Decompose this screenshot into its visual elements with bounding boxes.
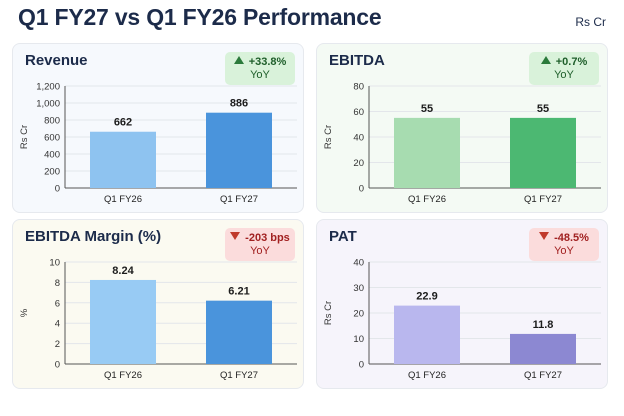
panel-title: Revenue [25,52,88,69]
badge-sub: YoY [554,69,574,81]
x-tick-label: Q1 FY27 [524,194,562,205]
badge-value: -48.5% [554,232,589,244]
yoy-badge: +33.8% YoY [225,52,295,85]
y-tick-label: 40 [353,133,364,144]
y-tick-label: 0 [55,184,60,195]
y-tick-label: 1,200 [36,82,60,93]
page-title: Q1 FY27 vs Q1 FY26 Performance [18,4,382,30]
y-tick-label: 0 [359,184,364,195]
arrow-up-icon [540,56,551,64]
y-tick-label: 4 [55,319,60,330]
x-tick-label: Q1 FY26 [408,370,446,381]
y-axis-label: Rs Cr [323,301,334,325]
y-tick-label: 0 [55,360,60,371]
y-tick-label: 60 [353,107,364,118]
ebitda-margin-panel: EBITDA Margin (%) -203 bps YoY 0 2 4 6 8 10% 8… [12,219,304,389]
bar [206,112,272,188]
data-label: 22.9 [416,291,437,303]
panel-title: PAT [329,228,357,245]
x-tick-label: Q1 FY27 [220,194,258,205]
arrow-down-icon [539,232,550,240]
y-tick-label: 800 [44,116,60,127]
bar [90,131,156,188]
badge-sub: YoY [554,245,574,257]
bar [510,117,576,188]
y-tick-label: 80 [353,82,364,93]
y-tick-label: 10 [49,258,60,269]
bar [394,305,460,364]
y-tick-label: 600 [44,133,60,144]
ebitda-margin-chart: 0 2 4 6 8 10% 8.24 Q1 FY26 6.21 Q1 FY27 [19,258,297,381]
bar [394,117,460,188]
y-axis-label: % [19,308,30,317]
arrow-down-icon [230,232,241,240]
bar [510,333,576,364]
x-tick-label: Q1 FY27 [220,370,258,381]
y-tick-label: 20 [353,158,364,169]
y-tick-label: 400 [44,150,60,161]
revenue-chart: 0 200 400 600 800 1,000 1,200 Rs Cr 662 Q1 FY26 88… [19,82,297,205]
badge-sub: YoY [250,69,270,81]
x-tick-label: Q1 FY26 [104,194,142,205]
y-tick-label: 30 [353,283,364,294]
panel-title: EBITDA [329,52,385,69]
panel-title: EBITDA Margin (%) [25,228,162,245]
y-axis-label: Rs Cr [19,125,30,149]
yoy-badge: +0.7% YoY [529,52,599,85]
data-label: 886 [230,98,248,110]
pat-chart: 0 10 20 30 40 Rs Cr 22.9 Q1 FY26 11.8 Q1 FY27 [323,258,601,381]
y-tick-label: 8 [55,278,60,289]
yoy-badge: -48.5% YoY [529,228,599,261]
data-label: 55 [421,103,433,115]
data-label: 11.8 [533,319,554,331]
y-tick-label: 1,000 [36,99,60,110]
badge-value: +33.8% [248,56,287,68]
pat-panel: PAT -48.5% YoY 0 10 20 30 40 Rs Cr 22.9 Q1 FY26… [316,219,608,389]
bar [90,279,156,364]
ebitda-panel: EBITDA +0.7% YoY 0 20 40 60 80 Rs Cr 55 Q1 FY26… [316,43,608,213]
y-tick-label: 200 [44,167,60,178]
y-tick-label: 10 [353,334,364,345]
data-label: 55 [537,103,549,115]
y-tick-label: 20 [353,309,364,320]
x-tick-label: Q1 FY26 [408,194,446,205]
y-tick-label: 2 [55,339,60,350]
badge-sub: YoY [250,245,270,257]
y-tick-label: 40 [353,258,364,269]
ebitda-chart: 0 20 40 60 80 Rs Cr 55 Q1 FY26 55 Q1 FY27 [323,82,601,205]
arrow-up-icon [233,56,244,64]
unit-note: Rs Cr [575,15,606,29]
badge-value: +0.7% [555,56,588,68]
y-axis-label: Rs Cr [323,125,334,149]
yoy-badge: -203 bps YoY [225,228,295,261]
data-label: 8.24 [112,265,134,277]
x-tick-label: Q1 FY26 [104,370,142,381]
x-tick-label: Q1 FY27 [524,370,562,381]
y-tick-label: 6 [55,298,60,309]
y-tick-label: 0 [359,360,364,371]
bar [206,300,272,364]
data-label: 662 [114,117,132,129]
revenue-panel: Revenue +33.8% YoY 0 200 400 600 800 1,000 1,2… [12,43,304,213]
badge-value: -203 bps [245,232,290,244]
data-label: 6.21 [228,286,249,298]
